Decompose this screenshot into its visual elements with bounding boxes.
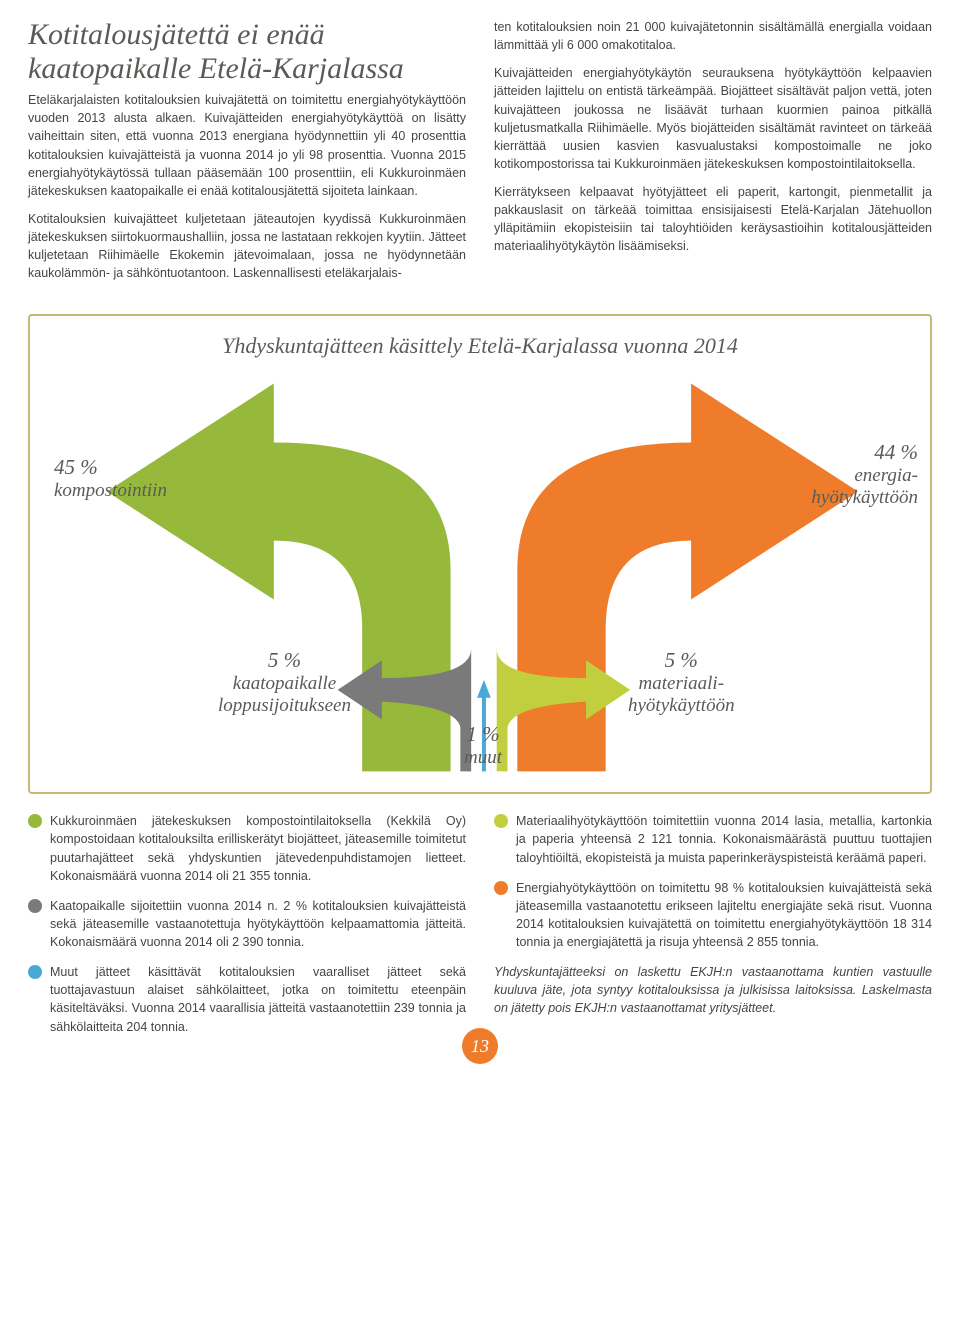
legend-dot-icon [28,899,42,913]
sankey-svg [48,370,912,780]
legend-item: Energiahyötykäyttöön on toimitettu 98 % … [494,879,932,952]
para: Eteläkarjalaisten kotitalouksien kuivajä… [28,91,466,200]
legend-columns: Kukkuroinmäen jätekeskuksen kompostointi… [28,812,932,1047]
column-left: Kotitalousjätettä ei enää kaatopaikalle … [28,18,466,292]
legend-item: Muut jätteet käsittävät kotitalouksien v… [28,963,466,1036]
para: Kotitalouksien kuivajätteet kuljetetaan … [28,210,466,283]
sankey-diagram: 45 % kompostointiin 44 % energia-hyötykä… [48,370,912,780]
legend-footnote: Yhdyskuntajätteeksi on laskettu EKJH:n v… [494,963,932,1017]
label-kaatopaikka: 5 % kaatopaikalleloppusijoitukseen [218,648,351,717]
legend-dot-icon [28,965,42,979]
legend-left: Kukkuroinmäen jätekeskuksen kompostointi… [28,812,466,1047]
legend-item: Kaatopaikalle sijoitettiin vuonna 2014 n… [28,897,466,951]
legend-item: Materiaalihyötykäyttöön toimitettiin vuo… [494,812,932,866]
para: Kuivajätteiden energiahyötykäytön seurau… [494,64,932,173]
legend-dot-icon [494,814,508,828]
top-text-columns: Kotitalousjätettä ei enää kaatopaikalle … [28,18,932,292]
legend-item: Kukkuroinmäen jätekeskuksen kompostointi… [28,812,466,885]
para: ten kotitalouksien noin 21 000 kuivajäte… [494,18,932,54]
label-materiaali: 5 % materiaali-hyötykäyttöön [628,648,735,717]
para: Kierrätykseen kelpaavat hyötyjätteet eli… [494,183,932,256]
label-energia: 44 % energia-hyötykäyttöön [811,440,918,509]
legend-dot-icon [28,814,42,828]
legend-dot-icon [494,881,508,895]
legend-text: Kaatopaikalle sijoitettiin vuonna 2014 n… [50,897,466,951]
legend-text: Kukkuroinmäen jätekeskuksen kompostointi… [50,812,466,885]
legend-right: Materiaalihyötykäyttöön toimitettiin vuo… [494,812,932,1047]
legend-text: Muut jätteet käsittävät kotitalouksien v… [50,963,466,1036]
page-title: Kotitalousjätettä ei enää kaatopaikalle … [28,18,466,85]
label-kompostointi: 45 % kompostointiin [54,455,167,502]
legend-text: Energiahyötykäyttöön on toimitettu 98 % … [516,879,932,952]
page-number-badge: 13 [462,1028,498,1064]
legend-text: Materiaalihyötykäyttöön toimitettiin vuo… [516,812,932,866]
label-muut: 1 % muut [464,722,502,769]
infographic-box: Yhdyskuntajätteen käsittely Etelä-Karjal… [28,314,932,794]
infographic-title: Yhdyskuntajätteen käsittely Etelä-Karjal… [48,330,912,362]
column-right: ten kotitalouksien noin 21 000 kuivajäte… [494,18,932,292]
